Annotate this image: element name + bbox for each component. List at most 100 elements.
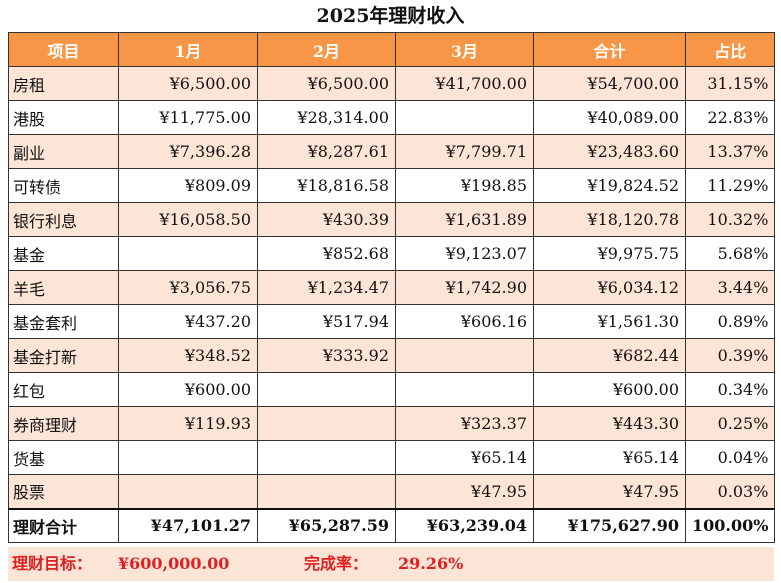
- cell-feb[interactable]: ¥333.92: [257, 338, 396, 373]
- cell-item[interactable]: 港股: [8, 100, 119, 135]
- cell-jan[interactable]: ¥119.93: [118, 406, 258, 441]
- cell-item[interactable]: 银行利息: [8, 202, 119, 237]
- cell-ratio[interactable]: 0.03%: [684, 474, 776, 509]
- cell-sum[interactable]: ¥9,975.75: [533, 236, 686, 271]
- cell-sum[interactable]: ¥19,824.52: [533, 168, 686, 203]
- cell-item[interactable]: 货基: [8, 440, 119, 475]
- completion-value[interactable]: 29.26%: [398, 554, 464, 573]
- cell-jan[interactable]: ¥809.09: [118, 168, 258, 203]
- total-mar-cell[interactable]: ¥63,239.04: [395, 507, 534, 543]
- header-cell-mar[interactable]: 3月: [395, 32, 534, 67]
- header-cell-feb[interactable]: 2月: [257, 32, 396, 67]
- cell-ratio[interactable]: 13.37%: [684, 134, 776, 169]
- cell-jan[interactable]: ¥3,056.75: [118, 270, 258, 305]
- cell-feb[interactable]: ¥28,314.00: [257, 100, 396, 135]
- cell-feb[interactable]: ¥430.39: [257, 202, 396, 237]
- cell-sum[interactable]: ¥47.95: [533, 474, 686, 509]
- cell-mar[interactable]: ¥47.95: [395, 474, 534, 509]
- cell-mar[interactable]: ¥65.14: [395, 440, 534, 475]
- cell-ratio[interactable]: 11.29%: [684, 168, 776, 203]
- cell-jan[interactable]: ¥437.20: [118, 304, 258, 339]
- header-cell-item[interactable]: 项目: [8, 32, 119, 67]
- cell-mar[interactable]: [395, 100, 534, 135]
- table-row: 股票 ¥47.95 ¥47.95 0.03%: [8, 474, 776, 509]
- header-row: 项目 1月 2月 3月 合计 占比: [8, 32, 776, 67]
- cell-ratio[interactable]: 3.44%: [684, 270, 776, 305]
- summary-bar: 理财目标： ¥600,000.00 完成率： 29.26%: [8, 547, 774, 581]
- cell-item[interactable]: 基金打新: [8, 338, 119, 373]
- cell-ratio[interactable]: 0.34%: [684, 372, 776, 407]
- cell-feb[interactable]: [257, 406, 396, 441]
- cell-jan[interactable]: [118, 474, 258, 509]
- header-cell-ratio[interactable]: 占比: [684, 32, 776, 67]
- cell-sum[interactable]: ¥23,483.60: [533, 134, 686, 169]
- cell-feb[interactable]: [257, 474, 396, 509]
- header-cell-total[interactable]: 合计: [533, 32, 686, 67]
- target-value[interactable]: ¥600,000.00: [118, 554, 230, 573]
- cell-item[interactable]: 红包: [8, 372, 119, 407]
- cell-jan[interactable]: ¥7,396.28: [118, 134, 258, 169]
- cell-feb[interactable]: ¥1,234.47: [257, 270, 396, 305]
- cell-jan[interactable]: ¥16,058.50: [118, 202, 258, 237]
- cell-sum[interactable]: ¥1,561.30: [533, 304, 686, 339]
- cell-mar[interactable]: ¥198.85: [395, 168, 534, 203]
- total-jan-cell[interactable]: ¥47,101.27: [118, 507, 258, 543]
- cell-item[interactable]: 副业: [8, 134, 119, 169]
- cell-item[interactable]: 可转债: [8, 168, 119, 203]
- cell-ratio[interactable]: 0.89%: [684, 304, 776, 339]
- table-row: 副业 ¥7,396.28 ¥8,287.61 ¥7,799.71 ¥23,483.60 1…: [8, 134, 776, 169]
- cell-item[interactable]: 羊毛: [8, 270, 119, 305]
- income-table: 项目 1月 2月 3月 合计 占比 房租 ¥6,500.00 ¥6,500.00 ¥4…: [8, 32, 776, 543]
- cell-jan[interactable]: ¥600.00: [118, 372, 258, 407]
- total-sum-cell[interactable]: ¥175,627.90: [533, 507, 686, 543]
- cell-jan[interactable]: ¥348.52: [118, 338, 258, 373]
- table-row: 基金打新 ¥348.52 ¥333.92 ¥682.44 0.39%: [8, 338, 776, 373]
- cell-ratio[interactable]: 22.83%: [684, 100, 776, 135]
- cell-jan[interactable]: [118, 236, 258, 271]
- cell-feb[interactable]: ¥8,287.61: [257, 134, 396, 169]
- cell-feb[interactable]: [257, 372, 396, 407]
- cell-item[interactable]: 股票: [8, 474, 119, 509]
- cell-feb[interactable]: [257, 440, 396, 475]
- cell-mar[interactable]: ¥7,799.71: [395, 134, 534, 169]
- cell-ratio[interactable]: 10.32%: [684, 202, 776, 237]
- cell-jan[interactable]: [118, 440, 258, 475]
- cell-sum[interactable]: ¥682.44: [533, 338, 686, 373]
- cell-feb[interactable]: ¥18,816.58: [257, 168, 396, 203]
- header-cell-jan[interactable]: 1月: [118, 32, 258, 67]
- cell-feb[interactable]: ¥852.68: [257, 236, 396, 271]
- cell-mar[interactable]: ¥1,631.89: [395, 202, 534, 237]
- cell-sum[interactable]: ¥54,700.00: [533, 66, 686, 101]
- cell-item[interactable]: 券商理财: [8, 406, 119, 441]
- cell-item[interactable]: 基金: [8, 236, 119, 271]
- completion-label: 完成率：: [304, 554, 369, 573]
- cell-ratio[interactable]: 31.15%: [684, 66, 776, 101]
- table-row: 港股 ¥11,775.00 ¥28,314.00 ¥40,089.00 22.83%: [8, 100, 776, 135]
- cell-mar[interactable]: [395, 338, 534, 373]
- cell-feb[interactable]: ¥517.94: [257, 304, 396, 339]
- cell-ratio[interactable]: 0.39%: [684, 338, 776, 373]
- cell-sum[interactable]: ¥65.14: [533, 440, 686, 475]
- cell-mar[interactable]: [395, 372, 534, 407]
- cell-mar[interactable]: ¥606.16: [395, 304, 534, 339]
- cell-jan[interactable]: ¥6,500.00: [118, 66, 258, 101]
- total-feb-cell[interactable]: ¥65,287.59: [257, 507, 396, 543]
- cell-sum[interactable]: ¥40,089.00: [533, 100, 686, 135]
- total-label-cell[interactable]: 理财合计: [8, 507, 119, 543]
- cell-mar[interactable]: ¥1,742.90: [395, 270, 534, 305]
- cell-ratio[interactable]: 0.04%: [684, 440, 776, 475]
- cell-item[interactable]: 房租: [8, 66, 119, 101]
- cell-feb[interactable]: ¥6,500.00: [257, 66, 396, 101]
- cell-mar[interactable]: ¥323.37: [395, 406, 534, 441]
- cell-sum[interactable]: ¥600.00: [533, 372, 686, 407]
- cell-sum[interactable]: ¥443.30: [533, 406, 686, 441]
- cell-ratio[interactable]: 5.68%: [684, 236, 776, 271]
- cell-sum[interactable]: ¥6,034.12: [533, 270, 686, 305]
- cell-item[interactable]: 基金套利: [8, 304, 119, 339]
- cell-jan[interactable]: ¥11,775.00: [118, 100, 258, 135]
- cell-ratio[interactable]: 0.25%: [684, 406, 776, 441]
- cell-mar[interactable]: ¥9,123.07: [395, 236, 534, 271]
- total-ratio-cell[interactable]: 100.00%: [684, 507, 776, 543]
- cell-mar[interactable]: ¥41,700.00: [395, 66, 534, 101]
- cell-sum[interactable]: ¥18,120.78: [533, 202, 686, 237]
